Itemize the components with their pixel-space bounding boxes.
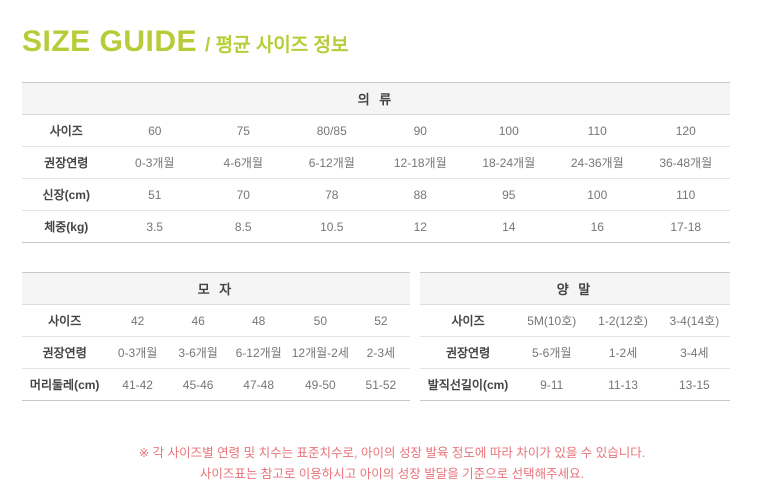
- table-row: 사이즈 60 75 80/85 90 100 110 120: [22, 114, 730, 147]
- table-cell: 110: [553, 114, 642, 147]
- table-cell: 45-46: [167, 368, 229, 401]
- table-row: 신장(cm) 51 70 78 88 95 100 110: [22, 178, 730, 211]
- table-cell: 5M(10호): [516, 304, 588, 337]
- table-cell: 12개월-2세: [288, 336, 352, 369]
- table-cell: 100: [464, 114, 553, 147]
- size-table-socks: 양 말 사이즈 5M(10호) 1-2(12호) 3-4(14호) 권장연령 5…: [420, 272, 730, 401]
- row-label: 머리둘레(cm): [22, 368, 108, 401]
- table-cell: 17-18: [641, 210, 730, 243]
- row-label: 사이즈: [22, 114, 111, 147]
- table-cell: 52: [351, 304, 410, 337]
- table-cell: 100: [553, 178, 642, 211]
- row-label: 사이즈: [22, 304, 108, 337]
- table-header-row: 의 류: [22, 82, 730, 115]
- page-title-sub: / 평균 사이즈 정보: [205, 35, 349, 56]
- table-header-row: 모 자: [22, 272, 410, 305]
- table-cell: 78: [287, 178, 376, 211]
- table-cell: 46: [167, 304, 229, 337]
- table-cell: 49-50: [288, 368, 352, 401]
- table-cell: 4-6개월: [199, 146, 288, 179]
- size-guide-note: ※ 각 사이즈별 연령 및 치수는 표준치수로, 아이의 성장 발육 정도에 따…: [0, 443, 784, 485]
- table-row: 사이즈 5M(10호) 1-2(12호) 3-4(14호): [420, 304, 730, 337]
- row-label: 권장연령: [420, 336, 517, 369]
- table-cell: 14: [464, 210, 553, 243]
- table-cell: 51-52: [351, 368, 410, 401]
- table-cell: 3.5: [110, 210, 199, 243]
- table-cell: 0-3개월: [110, 146, 199, 179]
- page-title-main: SIZE GUIDE: [22, 25, 198, 58]
- table-cell: 75: [199, 114, 288, 147]
- table-cell: 8.5: [199, 210, 288, 243]
- table-cell: 47-48: [228, 368, 289, 401]
- table-cell: 9-11: [516, 368, 588, 401]
- table-row: 권장연령 0-3개월 3-6개월 6-12개월 12개월-2세 2-3세: [22, 336, 410, 369]
- row-label: 권장연령: [22, 146, 111, 179]
- table-cell: 42: [107, 304, 168, 337]
- table-row: 권장연령 0-3개월 4-6개월 6-12개월 12-18개월 18-24개월 …: [22, 146, 730, 179]
- page-title: SIZE GUIDE / 평균 사이즈 정보: [22, 27, 349, 57]
- table-cell: 60: [110, 114, 199, 147]
- table-header-row: 양 말: [420, 272, 730, 305]
- table-cell: 6-12개월: [287, 146, 376, 179]
- row-label: 체중(kg): [22, 210, 111, 243]
- row-label: 신장(cm): [22, 178, 111, 211]
- table-cell: 1-2(12호): [587, 304, 659, 337]
- table-cell: 16: [553, 210, 642, 243]
- note-line-1: ※ 각 사이즈별 연령 및 치수는 표준치수로, 아이의 성장 발육 정도에 따…: [138, 446, 646, 460]
- table-row: 사이즈 42 46 48 50 52: [22, 304, 410, 337]
- table-cell: 50: [288, 304, 352, 337]
- table-cell: 1-2세: [587, 336, 659, 369]
- table-caption-hat: 모 자: [22, 272, 410, 305]
- table-cell: 80/85: [287, 114, 376, 147]
- table-cell: 3-4세: [658, 336, 730, 369]
- table-cell: 6-12개월: [228, 336, 289, 369]
- note-line-2: 사이즈표는 참고로 이용하시고 아이의 성장 발달을 기준으로 선택해주세요.: [199, 467, 585, 481]
- table-caption-socks: 양 말: [420, 272, 730, 305]
- table-cell: 90: [376, 114, 465, 147]
- table-cell: 51: [110, 178, 199, 211]
- table-cell: 41-42: [107, 368, 168, 401]
- table-cell: 120: [641, 114, 730, 147]
- table-cell: 3-4(14호): [658, 304, 730, 337]
- row-label: 발직선길이(cm): [420, 368, 517, 401]
- table-cell: 10.5: [287, 210, 376, 243]
- table-cell: 11-13: [587, 368, 659, 401]
- table-caption-clothing: 의 류: [22, 82, 730, 115]
- table-row: 발직선길이(cm) 9-11 11-13 13-15: [420, 368, 730, 401]
- table-cell: 3-6개월: [167, 336, 229, 369]
- table-row: 체중(kg) 3.5 8.5 10.5 12 14 16 17-18: [22, 210, 730, 243]
- table-cell: 12: [376, 210, 465, 243]
- table-cell: 36-48개월: [641, 146, 730, 179]
- table-cell: 48: [228, 304, 289, 337]
- table-row: 권장연령 5-6개월 1-2세 3-4세: [420, 336, 730, 369]
- table-cell: 12-18개월: [376, 146, 465, 179]
- size-table-clothing: 의 류 사이즈 60 75 80/85 90 100 110 120 권장연령 …: [22, 82, 730, 243]
- table-cell: 24-36개월: [553, 146, 642, 179]
- row-label: 권장연령: [22, 336, 108, 369]
- table-cell: 110: [641, 178, 730, 211]
- table-cell: 2-3세: [351, 336, 410, 369]
- table-cell: 95: [464, 178, 553, 211]
- table-cell: 18-24개월: [464, 146, 553, 179]
- size-table-hat: 모 자 사이즈 42 46 48 50 52 권장연령 0-3개월 3-6개월 …: [22, 272, 410, 401]
- table-cell: 13-15: [658, 368, 730, 401]
- table-cell: 70: [199, 178, 288, 211]
- table-cell: 0-3개월: [107, 336, 168, 369]
- table-cell: 5-6개월: [516, 336, 588, 369]
- table-row: 머리둘레(cm) 41-42 45-46 47-48 49-50 51-52: [22, 368, 410, 401]
- row-label: 사이즈: [420, 304, 517, 337]
- table-cell: 88: [376, 178, 465, 211]
